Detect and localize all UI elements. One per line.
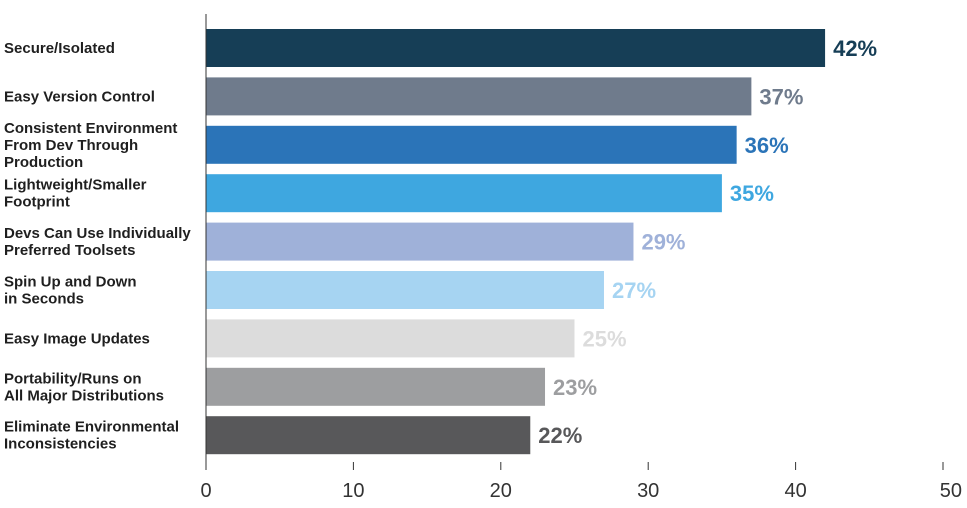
category-label-2: Consistent Environment From Dev Through Pr…: [4, 120, 177, 171]
category-label-8-line-0: Eliminate Environmental: [4, 419, 179, 436]
category-label-3: Lightweight/Smaller Footprint: [4, 177, 147, 211]
value-labels-group: 42% 37% 36% 35% 29% 27% 25% 23% 22%: [538, 36, 877, 448]
category-label-1: Easy Version Control: [4, 88, 155, 105]
x-tick-label-0: 0: [200, 480, 211, 502]
category-label-8: Eliminate Environmental Inconsistencies: [4, 419, 179, 453]
category-label-5: Spin Up and Down in Seconds: [4, 274, 137, 308]
value-label-2: 36%: [745, 133, 789, 158]
bar-5: [206, 271, 604, 309]
category-label-1-line-0: Easy Version Control: [4, 88, 155, 105]
category-label-0-line-0: Secure/Isolated: [4, 40, 115, 57]
bar-0: [206, 29, 826, 67]
category-label-2-line-1: From Dev Through: [4, 137, 138, 154]
x-tick-label-2: 20: [490, 480, 512, 502]
category-label-7-line-1: All Major Distributions: [4, 387, 164, 404]
category-label-4: Devs Can Use Individually Preferred Tools…: [4, 225, 191, 259]
x-tick-label-5: 50: [940, 480, 962, 502]
value-label-0: 42%: [833, 36, 877, 61]
category-label-6-line-0: Easy Image Updates: [4, 330, 150, 347]
x-tick-label-3: 30: [637, 480, 659, 502]
category-label-5-line-1: in Seconds: [4, 291, 84, 308]
category-label-2-line-0: Consistent Environment: [4, 120, 177, 137]
x-tick-label-1: 10: [342, 480, 364, 502]
value-label-4: 29%: [641, 230, 685, 255]
category-labels-group: Secure/Isolated Easy Version Control Consi…: [4, 40, 191, 453]
category-label-4-line-0: Devs Can Use Individually: [4, 225, 191, 242]
category-label-4-line-1: Preferred Toolsets: [4, 242, 135, 259]
bars-group: [206, 29, 826, 455]
bar-7: [206, 367, 546, 406]
value-label-5: 27%: [612, 278, 656, 303]
category-label-2-line-2: Production: [4, 154, 83, 171]
value-label-7: 23%: [553, 375, 597, 400]
value-label-3: 35%: [730, 181, 774, 206]
category-label-3-line-1: Footprint: [4, 194, 70, 211]
bar-4: [206, 222, 634, 261]
x-tick-label-4: 40: [784, 480, 806, 502]
category-label-3-line-0: Lightweight/Smaller: [4, 177, 147, 194]
bar-1: [206, 77, 752, 116]
value-label-6: 25%: [583, 326, 627, 351]
category-label-7: Portability/Runs on All Major Distributio…: [4, 370, 164, 404]
bar-8: [206, 416, 531, 455]
x-axis-ticks-group: 0 10 20 30 40 50: [200, 462, 962, 502]
category-label-8-line-1: Inconsistencies: [4, 436, 117, 453]
value-label-1: 37%: [759, 84, 803, 109]
category-label-6: Easy Image Updates: [4, 330, 150, 347]
bar-6: [206, 319, 575, 358]
category-label-7-line-0: Portability/Runs on: [4, 370, 142, 387]
bar-3: [206, 174, 722, 213]
bar-2: [206, 125, 737, 164]
category-label-0: Secure/Isolated: [4, 40, 115, 57]
category-label-5-line-0: Spin Up and Down: [4, 274, 137, 291]
value-label-8: 22%: [538, 423, 582, 448]
